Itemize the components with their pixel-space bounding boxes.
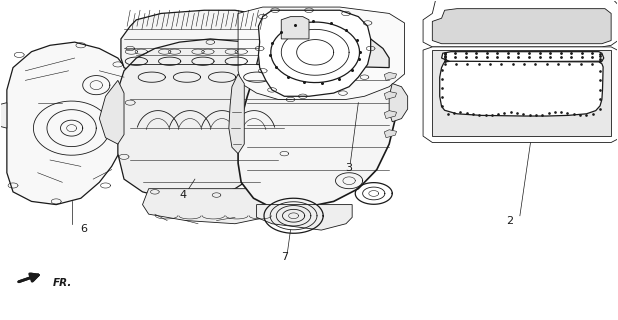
Text: 2: 2: [506, 216, 513, 226]
Text: 6: 6: [80, 223, 87, 234]
Polygon shape: [256, 204, 352, 230]
Polygon shape: [258, 10, 371, 96]
Polygon shape: [384, 130, 397, 138]
Polygon shape: [99, 80, 124, 144]
Polygon shape: [0, 103, 7, 128]
Text: FR.: FR.: [53, 278, 72, 288]
Polygon shape: [433, 9, 611, 44]
Polygon shape: [238, 7, 405, 100]
Polygon shape: [7, 42, 137, 204]
Polygon shape: [238, 45, 396, 208]
Polygon shape: [389, 84, 408, 122]
Polygon shape: [433, 50, 611, 136]
Polygon shape: [256, 33, 389, 68]
Text: 1: 1: [434, 29, 442, 39]
Text: 4: 4: [179, 190, 186, 200]
Polygon shape: [384, 72, 397, 80]
Polygon shape: [118, 39, 297, 198]
Polygon shape: [384, 92, 397, 100]
Polygon shape: [423, 0, 618, 47]
Polygon shape: [121, 10, 272, 77]
Polygon shape: [143, 189, 272, 224]
Polygon shape: [229, 74, 244, 154]
Polygon shape: [440, 61, 603, 116]
Polygon shape: [281, 17, 309, 39]
Text: 5: 5: [272, 69, 279, 79]
Polygon shape: [423, 47, 618, 142]
Polygon shape: [384, 111, 397, 119]
Text: 3: 3: [345, 163, 353, 173]
Polygon shape: [442, 52, 604, 62]
Text: 7: 7: [281, 252, 288, 262]
